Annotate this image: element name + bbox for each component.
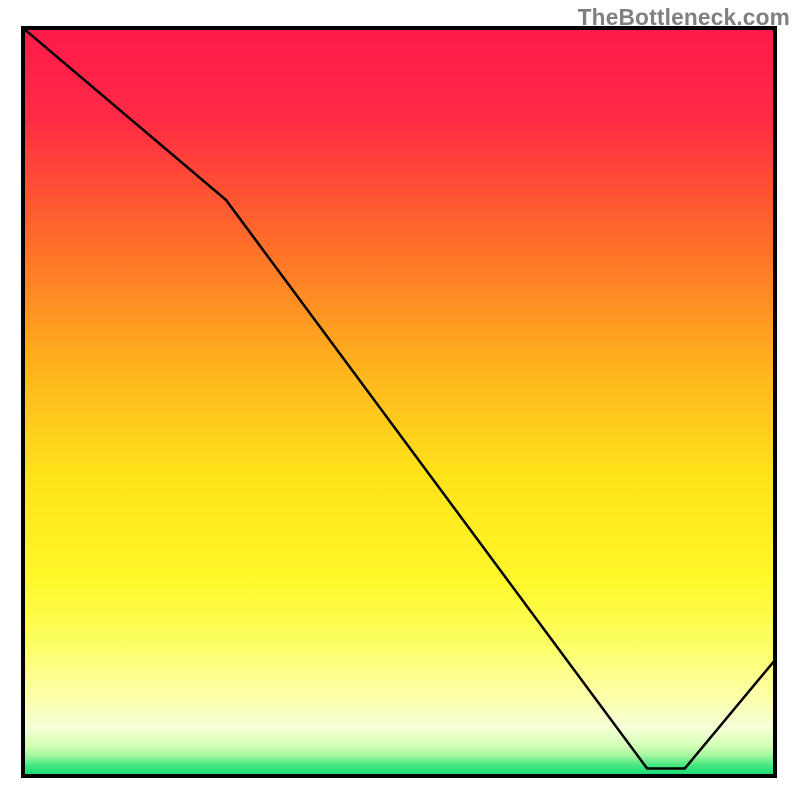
plot-area [23,28,775,776]
chart-root: { "attribution": { "text": "TheBottlenec… [0,0,800,800]
plot-background [23,28,775,776]
bottleneck-chart [0,0,800,800]
